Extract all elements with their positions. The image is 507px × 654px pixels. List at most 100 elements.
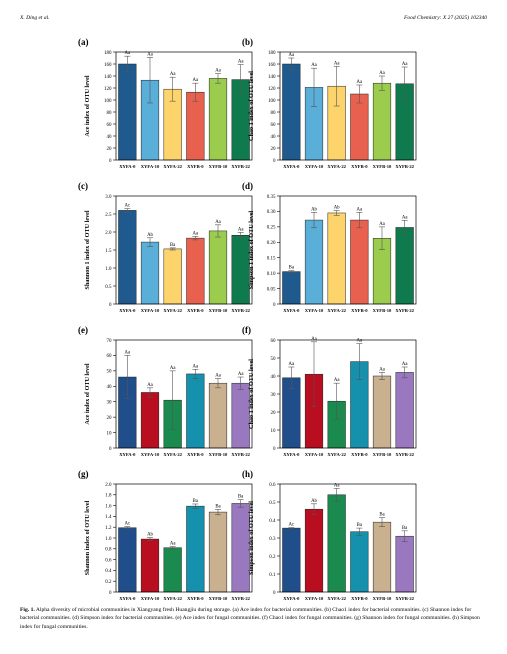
- significance-letter: Ba: [215, 504, 221, 509]
- plot-frame: [115, 51, 253, 161]
- y-tick-label: 1.2: [105, 526, 112, 531]
- y-tick-label: 0: [273, 447, 276, 452]
- x-tick-label: XYFB-0: [187, 452, 204, 457]
- panel-label: (d): [242, 181, 253, 191]
- y-axis-label: Chao 1 index of OTU level: [248, 359, 255, 429]
- bar-XYFA-10: [140, 538, 160, 593]
- bar-XYFB-0: [350, 93, 369, 161]
- chart-panel-4: (d) Simpson 1 index of OTU level 0 0.05 0.10…: [242, 181, 417, 313]
- y-tick-label: 40: [107, 385, 113, 390]
- bar-XYFB-0: [186, 373, 205, 449]
- significance-letter: Ab: [311, 207, 317, 212]
- y-tick-label: 0.2: [105, 580, 112, 585]
- significance-letter: Ab: [311, 499, 317, 504]
- bar-XYFB-10: [372, 375, 392, 449]
- x-tick-label: XYFA-22: [163, 164, 182, 169]
- y-tick-label: 120: [104, 87, 112, 92]
- y-tick-label: 0.2: [269, 555, 276, 560]
- y-tick-label: 40: [271, 375, 277, 380]
- x-tick-label: XYFB-10: [373, 164, 392, 169]
- y-tick-label: 0.8: [105, 548, 112, 553]
- y-tick-label: 1.0: [105, 267, 112, 272]
- y-tick-label: 0.6: [105, 558, 112, 563]
- y-tick-label: 1.8: [105, 494, 112, 499]
- panel-label: (f): [242, 325, 251, 335]
- y-tick-label: 0.6: [269, 483, 276, 488]
- panel-label: (h): [242, 469, 253, 479]
- bar-XYFA-22: [163, 248, 182, 305]
- bar-XYFB-22: [395, 372, 414, 449]
- x-tick-label: XYFA-0: [283, 452, 300, 457]
- bar-XYFB-0: [186, 91, 205, 161]
- y-tick-label: 0: [109, 159, 112, 164]
- x-tick-label: XYFA-22: [163, 308, 182, 313]
- x-tick-label: XYFB-0: [351, 596, 368, 600]
- bar-XYFA-22: [327, 494, 346, 593]
- significance-letter: Ab: [147, 233, 153, 238]
- significance-letter: Aa: [193, 78, 199, 83]
- significance-letter: Aa: [379, 71, 385, 76]
- x-tick-label: XYFB-22: [231, 452, 250, 457]
- y-tick-label: 80: [271, 111, 277, 116]
- bar-XYFA-0: [282, 271, 301, 305]
- bar-XYFA-22: [327, 212, 346, 305]
- significance-letter: Ba: [379, 513, 385, 518]
- significance-letter: Aa: [357, 80, 363, 85]
- x-tick-label: XYFB-0: [351, 164, 368, 169]
- significance-letter: Aa: [125, 51, 131, 56]
- significance-letter: Aa: [357, 207, 363, 212]
- significance-letter: Aa: [147, 52, 153, 57]
- significance-letter: Aa: [170, 72, 176, 77]
- y-tick-label: 40: [107, 135, 113, 140]
- y-tick-label: 2.0: [105, 483, 112, 488]
- significance-letter: Ac: [125, 204, 131, 209]
- significance-letter: Aa: [357, 339, 363, 344]
- significance-letter: Ba: [357, 523, 363, 528]
- y-tick-label: 1.4: [105, 515, 112, 520]
- significance-letter: Aa: [238, 60, 244, 65]
- y-tick-label: 60: [271, 123, 277, 128]
- significance-letter: Aa: [402, 62, 408, 67]
- y-axis-label: Ace index of OTU level: [84, 75, 91, 136]
- bar-XYFB-0: [350, 531, 369, 593]
- significance-letter: Aa: [193, 231, 199, 236]
- significance-letter: Aa: [379, 367, 385, 372]
- significance-letter: Ba: [238, 495, 244, 500]
- bar-XYFB-0: [186, 505, 205, 593]
- x-tick-label: XYFA-10: [141, 164, 160, 169]
- x-tick-label: XYFB-0: [351, 452, 368, 457]
- running-header-authors: X. Ding et al.: [20, 15, 50, 21]
- y-axis-label: Chao 1 index of OTU level: [248, 71, 255, 141]
- chart-panel-3: (c) Shannon 1 index of OTU level 0 0.5 1.0 1.…: [78, 181, 253, 313]
- bar-XYFA-0: [282, 527, 301, 593]
- significance-letter: Ac: [289, 523, 295, 528]
- significance-letter: Aa: [334, 61, 340, 66]
- chart-panel-1: (a) Ace index of OTU level 0 20 40 60 80 100 120…: [78, 37, 253, 169]
- panel-label: (c): [78, 181, 88, 191]
- bar-XYFA-0: [118, 210, 137, 305]
- y-tick-label: 0: [109, 447, 112, 452]
- y-tick-label: 0.20: [267, 241, 276, 246]
- plot-frame: [279, 339, 417, 449]
- x-tick-label: XYFA-10: [305, 164, 324, 169]
- bar-XYFA-0: [282, 63, 301, 161]
- caption-text: Alpha diversity of microbial communities…: [20, 607, 480, 630]
- figure-1: (a)Ace index of OTU level020406080100120…: [78, 37, 417, 600]
- x-tick-label: XYFA-22: [327, 308, 346, 313]
- significance-letter: Aa: [215, 69, 221, 74]
- bar-XYFA-10: [304, 508, 324, 593]
- plot-frame: [279, 51, 417, 161]
- significance-letter: Ba: [193, 499, 199, 504]
- y-tick-label: 0.5: [269, 501, 276, 506]
- y-tick-label: 100: [268, 99, 276, 104]
- y-tick-label: 120: [268, 87, 276, 92]
- x-tick-label: XYFA-10: [305, 596, 324, 600]
- y-tick-label: 20: [271, 411, 277, 416]
- chart-panel-5: (e) Ace index of OTU level 0 10 20 30 40 50 60 70…: [78, 325, 253, 457]
- bar-XYFA-10: [304, 219, 324, 305]
- x-tick-label: XYFB-22: [231, 164, 250, 169]
- y-tick-label: 50: [271, 357, 277, 362]
- x-tick-label: XYFA-22: [163, 452, 182, 457]
- x-tick-label: XYFA-0: [119, 452, 136, 457]
- y-tick-label: 100: [104, 99, 112, 104]
